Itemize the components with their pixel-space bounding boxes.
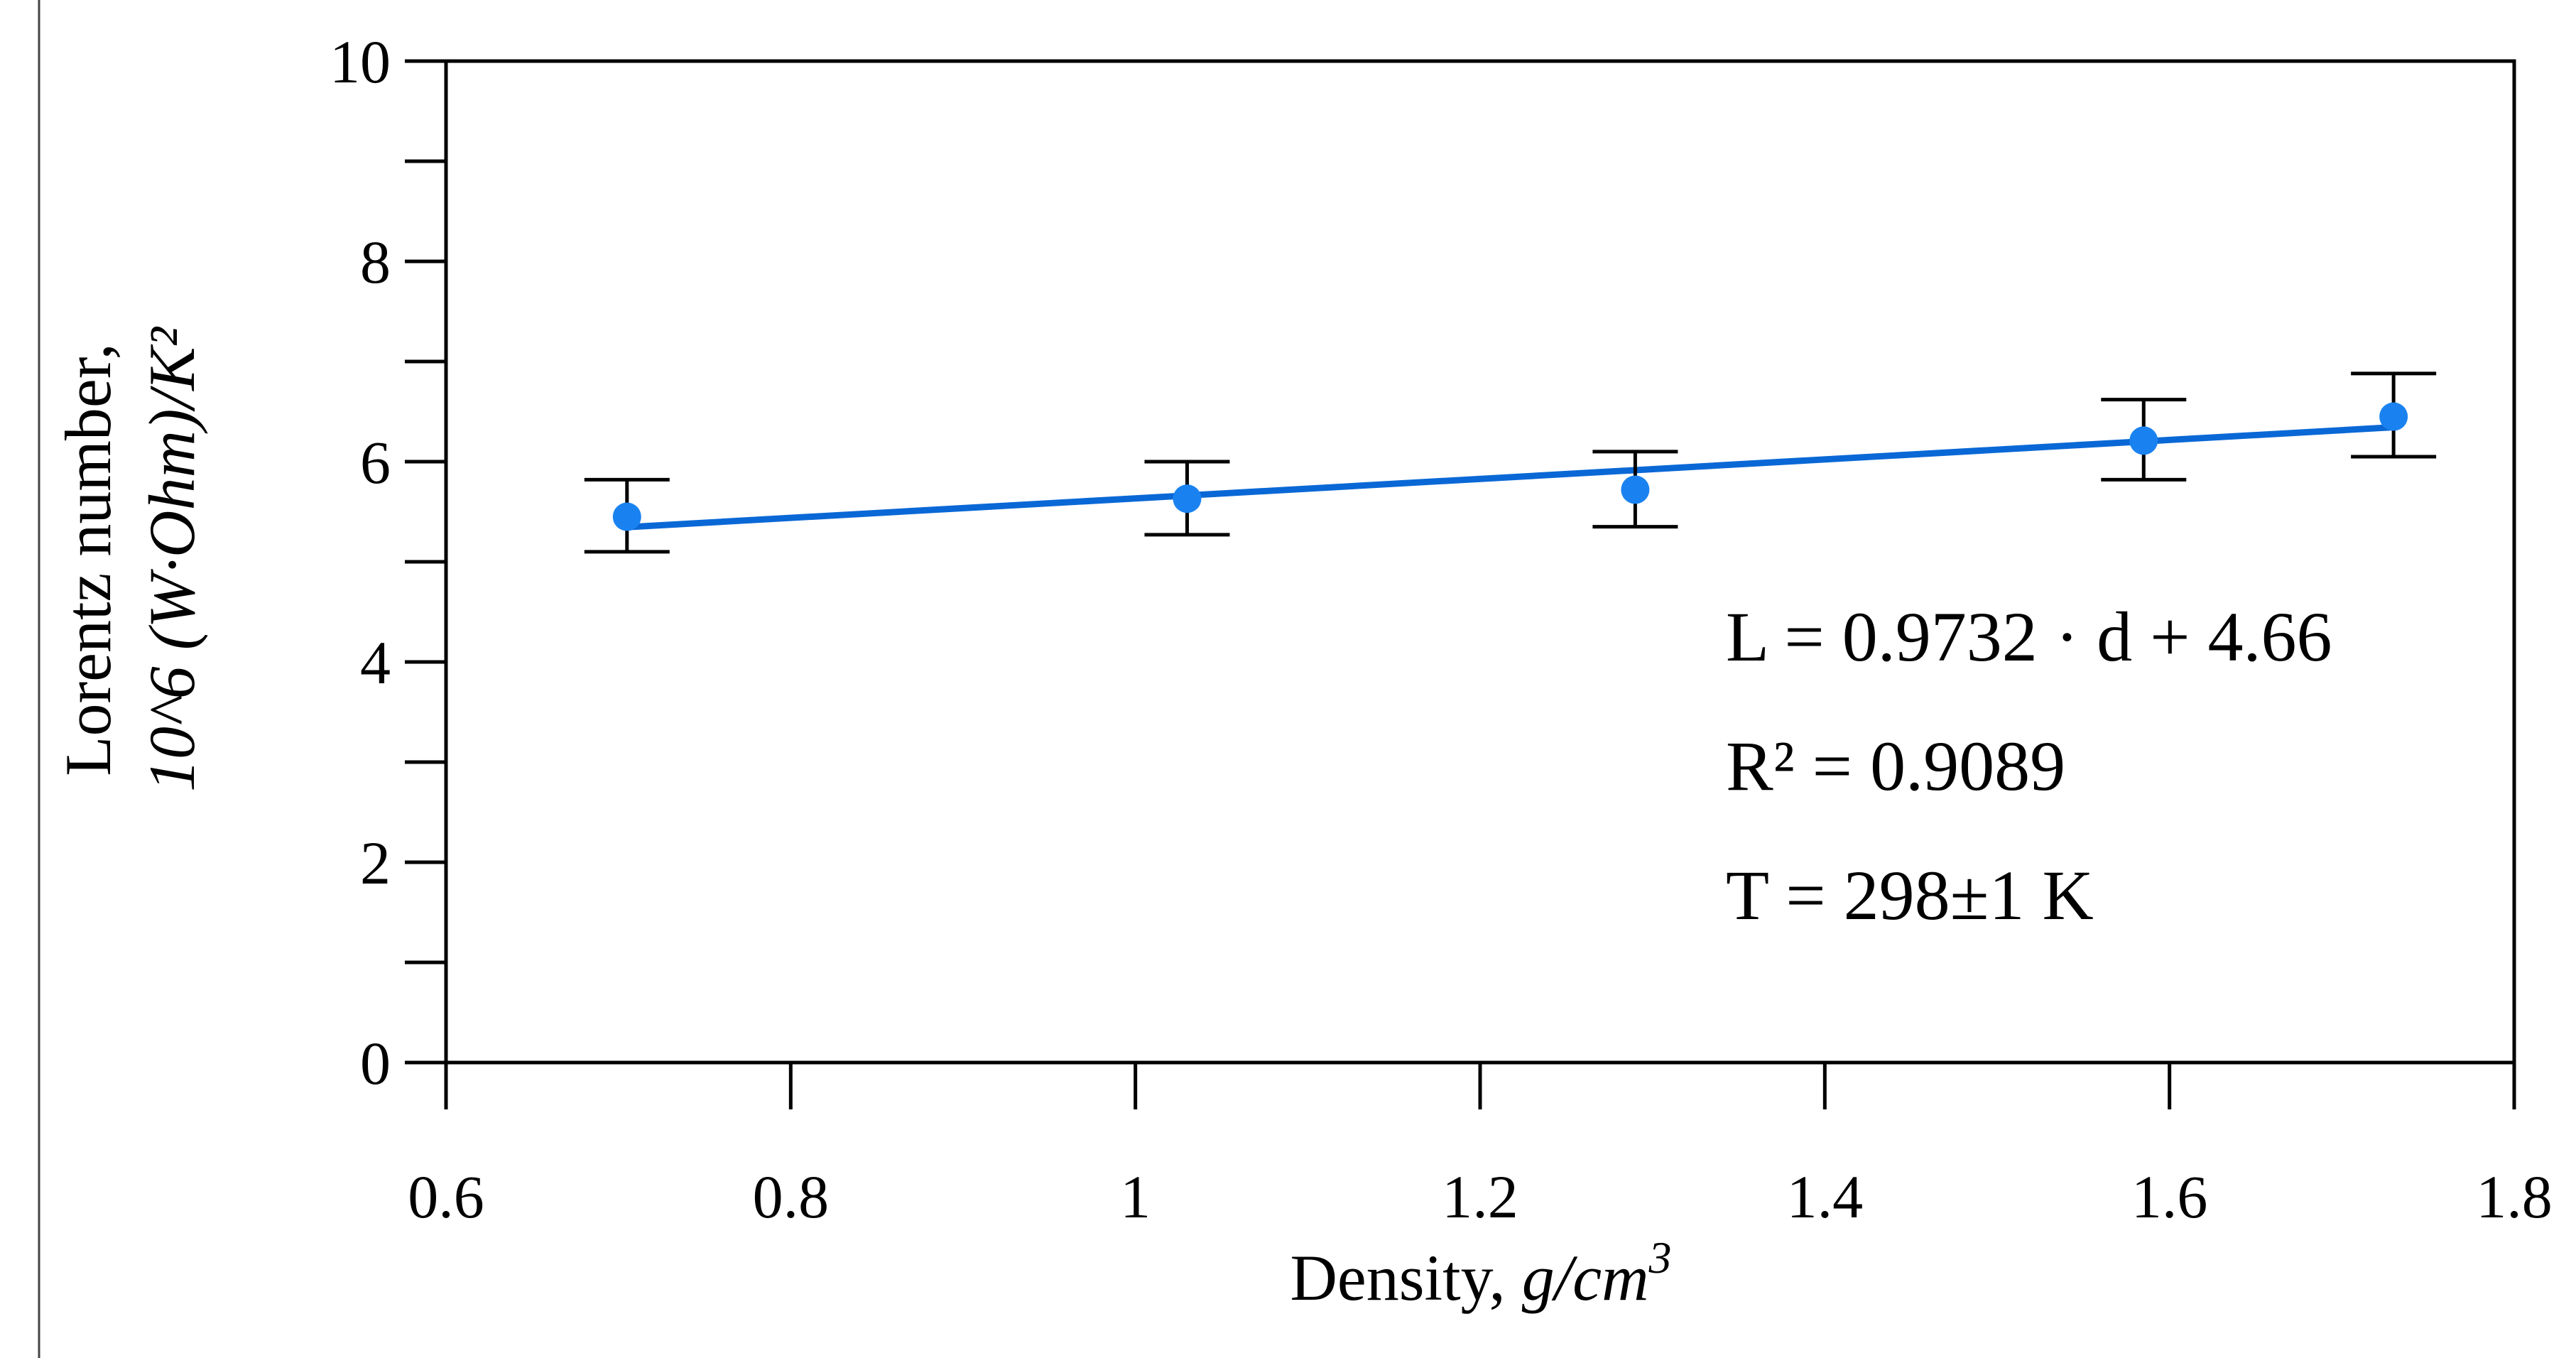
annotation-r-squared: R² = 0.9089 <box>1726 727 2065 805</box>
y-axis-title: Lorentz number, 10^6 (W·Ohm)/K² <box>52 327 208 793</box>
annotation-temperature: T = 298±1 K <box>1726 856 2094 935</box>
x-tick-label: 1 <box>1120 1163 1151 1231</box>
x-axis-title-label: Density, <box>1290 1242 1521 1314</box>
fit-line-group <box>624 424 2397 531</box>
x-tick-label: 1.8 <box>2476 1163 2553 1231</box>
y-axis-tick-labels: 0 2 4 6 8 10 <box>330 28 391 1097</box>
data-points <box>612 402 2408 531</box>
x-tick-label: 1.6 <box>2131 1163 2208 1231</box>
x-axis-ticks <box>444 1063 2516 1109</box>
annotation-equation: L = 0.9732 · d + 4.66 <box>1726 597 2332 676</box>
y-tick-label: 2 <box>360 829 391 897</box>
x-tick-label: 1.2 <box>1442 1163 1518 1231</box>
x-axis-title: Density, g/cm3 <box>1290 1232 1671 1314</box>
x-axis-title-unit-sup: 3 <box>1648 1232 1672 1283</box>
y-tick-label: 10 <box>330 28 391 96</box>
y-axis-title-line2: 10^6 (W·Ohm)/K² <box>136 327 208 793</box>
data-point <box>612 502 641 531</box>
data-point <box>2379 402 2408 431</box>
data-point <box>1621 475 1650 504</box>
y-tick-label: 6 <box>360 428 391 496</box>
data-point <box>1173 484 1202 514</box>
fit-line <box>624 424 2397 531</box>
x-tick-label: 0.6 <box>408 1163 484 1231</box>
y-tick-label: 0 <box>360 1029 391 1097</box>
x-tick-label: 1.4 <box>1787 1163 1864 1231</box>
data-point <box>2129 426 2158 455</box>
y-axis-title-line1: Lorentz number, <box>52 343 124 776</box>
x-axis-tick-labels: 0.6 0.8 1 1.2 1.4 1.6 1.8 <box>408 1163 2553 1231</box>
x-axis-title-unit: g/cm <box>1522 1242 1649 1314</box>
y-axis-ticks <box>405 59 446 1065</box>
y-tick-label: 4 <box>360 629 391 697</box>
x-tick-label: 0.8 <box>753 1163 830 1231</box>
plot-frame <box>444 59 2516 1065</box>
error-bars <box>584 371 2437 554</box>
y-tick-label: 8 <box>360 228 391 296</box>
